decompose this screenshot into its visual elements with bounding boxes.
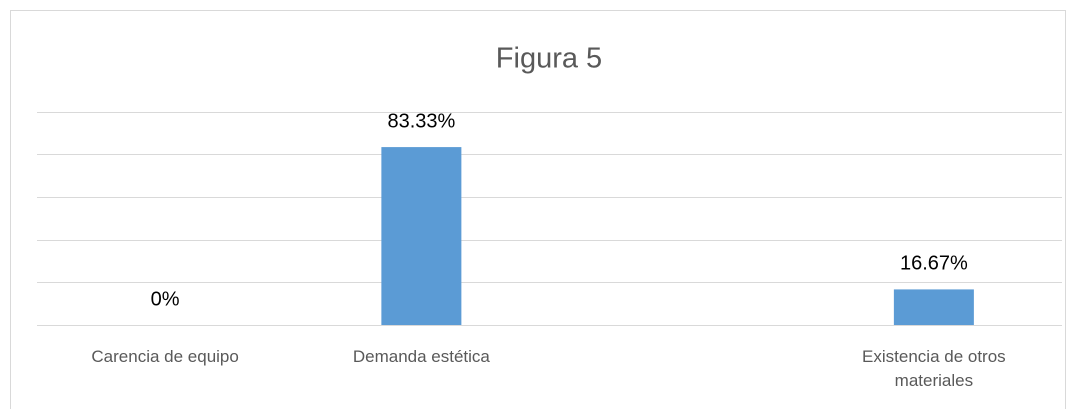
x-tick-label: Existencia de otros materiales [862, 347, 1006, 390]
data-label: 0% [151, 288, 180, 310]
data-label: 83.33% [387, 110, 455, 132]
x-tick-label: Demanda estética [352, 347, 490, 366]
chart-border [10, 10, 1066, 409]
bar [893, 289, 974, 325]
chart-title: Figura 5 [496, 43, 602, 75]
x-tick-label: Carencia de equipo [91, 347, 239, 366]
data-label: 16.67% [900, 253, 968, 275]
bar [381, 147, 462, 325]
